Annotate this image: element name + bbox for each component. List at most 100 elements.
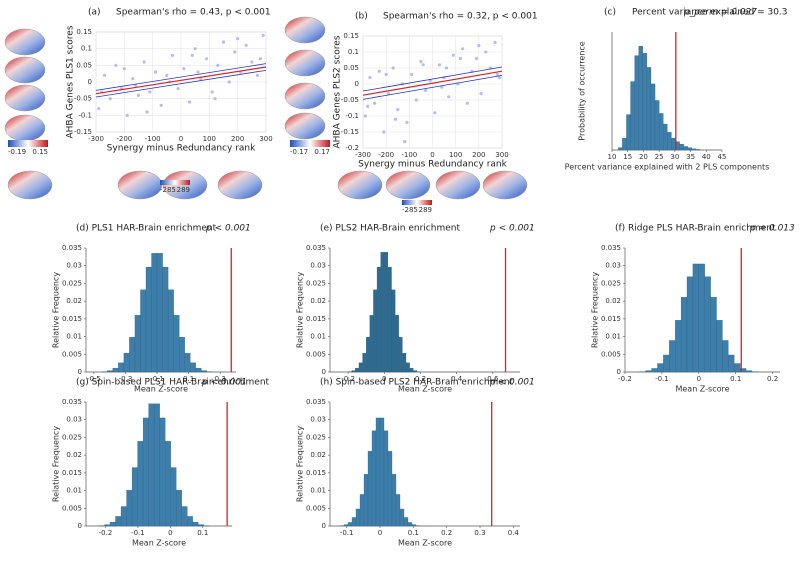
bar bbox=[675, 320, 682, 373]
x-tick-label: 0.2 bbox=[441, 529, 452, 537]
chart-title: (d) PLS1 HAR-Brain enrichment bbox=[76, 224, 217, 234]
bar bbox=[413, 370, 418, 373]
y-tick-label: 0 bbox=[322, 368, 326, 376]
bar bbox=[722, 340, 729, 373]
colorbar-label: -0.17 bbox=[290, 148, 308, 156]
point bbox=[216, 63, 220, 67]
bar bbox=[107, 370, 113, 373]
chart-title: (e) PLS2 HAR-Brain enrichment bbox=[320, 224, 460, 234]
colorbar bbox=[8, 140, 48, 147]
bar bbox=[394, 315, 399, 373]
bar bbox=[351, 517, 357, 527]
bar bbox=[642, 53, 648, 151]
bar bbox=[686, 276, 694, 373]
bar bbox=[131, 467, 138, 527]
y-tick-label: 0.005 bbox=[306, 350, 326, 358]
y-tick-label: 0.035 bbox=[306, 398, 326, 406]
bar bbox=[387, 266, 392, 373]
y-tick-label: 0.005 bbox=[601, 350, 621, 358]
point bbox=[421, 63, 425, 67]
bar bbox=[650, 83, 656, 151]
bar bbox=[109, 521, 116, 527]
x-tick-label: -0.2 bbox=[99, 529, 113, 537]
x-tick-label: -0.1 bbox=[150, 375, 164, 383]
y-tick-label: 0.015 bbox=[62, 469, 82, 477]
bar bbox=[347, 522, 353, 527]
x-tick-label: 300 bbox=[259, 135, 272, 143]
point bbox=[479, 92, 483, 96]
bar bbox=[170, 467, 177, 527]
point bbox=[213, 97, 217, 101]
bar bbox=[407, 522, 413, 527]
colorbar-label: -285 bbox=[402, 206, 418, 214]
point bbox=[145, 110, 149, 114]
bar bbox=[687, 147, 692, 151]
point bbox=[227, 80, 231, 84]
bar bbox=[409, 367, 414, 373]
bar bbox=[137, 441, 144, 527]
bar bbox=[622, 138, 627, 151]
y-tick-label: 0.05 bbox=[343, 64, 359, 72]
x-tick-label: 20 bbox=[639, 153, 648, 161]
y-axis-label: Probability of occurrence bbox=[578, 41, 587, 141]
brain-images bbox=[4, 16, 528, 200]
y-tick-label: -0.05 bbox=[74, 95, 92, 103]
bar bbox=[358, 362, 363, 373]
x-tick-label: -0.1 bbox=[655, 375, 669, 383]
point bbox=[403, 140, 407, 144]
point bbox=[437, 63, 442, 67]
y-tick-label: -0.1 bbox=[78, 111, 92, 119]
point bbox=[236, 37, 240, 41]
colorbar-label: 289 bbox=[419, 206, 432, 214]
y-tick-label: 0.025 bbox=[306, 433, 326, 441]
y-axis-label: Relative Frequency bbox=[591, 272, 600, 348]
x-tick-label: 0 bbox=[179, 135, 183, 143]
bar bbox=[663, 354, 670, 373]
bar bbox=[140, 289, 147, 373]
ci-line bbox=[362, 74, 503, 100]
y-tick-label: 0 bbox=[78, 522, 82, 530]
x-tick-label: 40 bbox=[702, 153, 711, 161]
chart-title: (h) Spin-based PLS2 HAR-Brain enrichment bbox=[320, 378, 514, 388]
x-axis-label: Mean Z-score bbox=[675, 385, 729, 394]
x-tick-label: 0.1 bbox=[408, 529, 419, 537]
point bbox=[493, 40, 497, 45]
point bbox=[122, 67, 126, 71]
chart-title: Percent variance explained = 30.3 bbox=[632, 8, 788, 18]
y-tick-label: 0.025 bbox=[601, 279, 621, 287]
bar bbox=[179, 337, 185, 373]
point bbox=[159, 103, 163, 107]
point bbox=[368, 76, 372, 80]
x-tick-label: 0 bbox=[430, 151, 434, 159]
x-axis-label: Synergy minus Redundancy rank bbox=[107, 144, 256, 154]
y-tick-label: 0.03 bbox=[66, 262, 82, 270]
x-tick-label: 0 bbox=[168, 529, 172, 537]
bar bbox=[679, 143, 684, 151]
y-tick-label: 0 bbox=[78, 368, 82, 376]
bar bbox=[355, 508, 361, 527]
bar bbox=[145, 266, 152, 373]
bar bbox=[618, 147, 623, 151]
x-tick-label: 0.3 bbox=[215, 375, 226, 383]
point bbox=[465, 101, 469, 105]
bar bbox=[366, 337, 370, 373]
y-tick-label: 0 bbox=[617, 368, 621, 376]
y-tick-label: 0.005 bbox=[62, 504, 82, 512]
y-tick-label: 0.03 bbox=[310, 416, 326, 424]
x-tick-label: -100 bbox=[401, 151, 417, 159]
y-tick-label: 0.02 bbox=[310, 297, 326, 305]
x-tick-label: 30 bbox=[670, 153, 679, 161]
y-tick-label: 0.03 bbox=[310, 262, 326, 270]
point bbox=[153, 70, 158, 74]
colorbar bbox=[290, 140, 330, 147]
y-tick-label: 0.02 bbox=[66, 297, 82, 305]
x-tick-label: -300 bbox=[88, 135, 104, 143]
y-tick-label: 0.005 bbox=[306, 504, 326, 512]
bar bbox=[384, 252, 389, 373]
point bbox=[136, 93, 141, 97]
colorbar-label: 289 bbox=[177, 186, 190, 194]
fit-line bbox=[362, 70, 503, 96]
x-tick-label: -200 bbox=[116, 135, 132, 143]
point bbox=[244, 43, 248, 47]
